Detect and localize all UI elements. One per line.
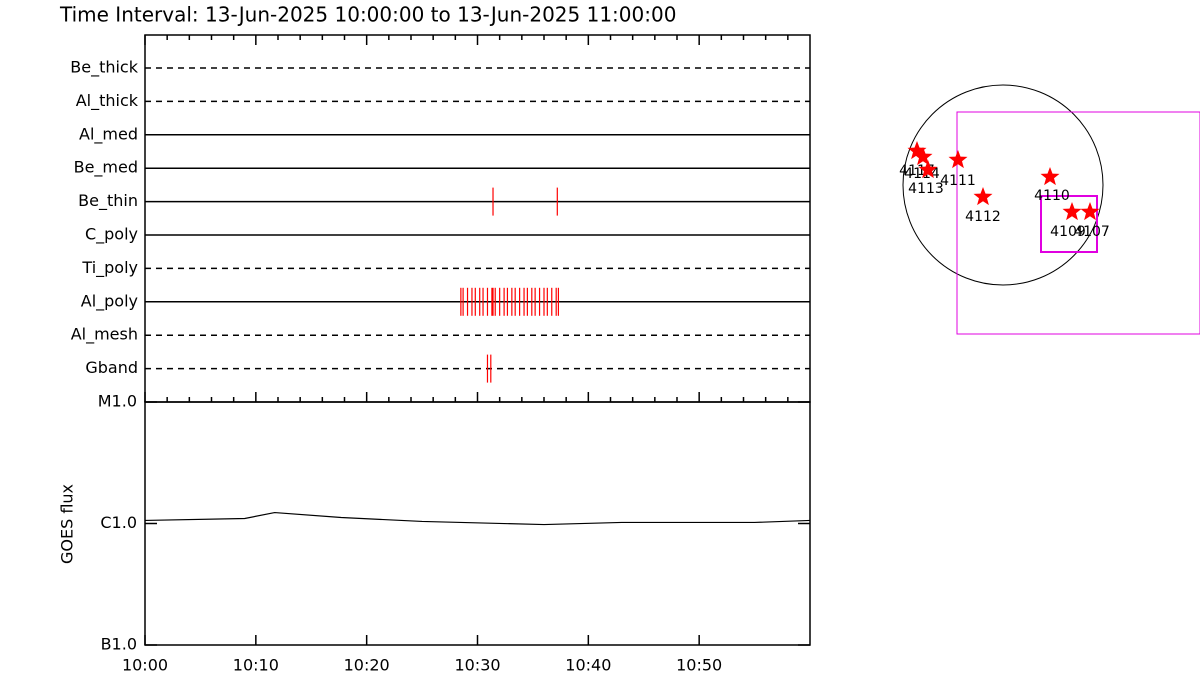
row-label: Al_thick bbox=[76, 91, 139, 111]
region-label: 4110 bbox=[1034, 188, 1070, 204]
region-star bbox=[973, 187, 993, 206]
x-tick-label: 10:40 bbox=[565, 656, 611, 675]
row-label: Al_mesh bbox=[71, 325, 138, 345]
x-tick-label: 10:50 bbox=[676, 656, 722, 675]
region-label: 4112 bbox=[965, 209, 1001, 225]
row-label: Be_thick bbox=[70, 58, 138, 78]
x-tick-label: 10:10 bbox=[233, 656, 279, 675]
region-star bbox=[907, 141, 927, 160]
region-label: 4107 bbox=[1074, 224, 1110, 240]
y-tick-label: M1.0 bbox=[98, 392, 137, 411]
row-label: Be_thin bbox=[78, 191, 138, 211]
region-star bbox=[1080, 202, 1100, 221]
region-star bbox=[913, 147, 933, 166]
region-star bbox=[918, 160, 938, 179]
y-tick-label: C1.0 bbox=[100, 513, 137, 532]
row-label: Gband bbox=[85, 358, 138, 377]
region-label: 4113 bbox=[908, 181, 944, 197]
y-axis-label: GOES flux bbox=[58, 484, 77, 564]
row-label: Al_poly bbox=[81, 291, 138, 311]
x-tick-label: 10:00 bbox=[122, 656, 168, 675]
region-star bbox=[1062, 202, 1082, 221]
solar-disk bbox=[902, 84, 1104, 286]
region-star bbox=[948, 150, 968, 169]
goes-curve bbox=[144, 511, 811, 526]
y-tick-label: B1.0 bbox=[101, 635, 137, 654]
row-label: Al_med bbox=[79, 124, 138, 144]
chart-title: Time Interval: 13-Jun-2025 10:00:00 to 1… bbox=[59, 3, 676, 27]
fov-box bbox=[956, 111, 1200, 335]
row-label: Ti_poly bbox=[81, 258, 138, 278]
row-label: Be_med bbox=[74, 158, 138, 178]
region-label: 4109 bbox=[1050, 224, 1086, 240]
x-tick-label: 10:20 bbox=[344, 656, 390, 675]
fov-box bbox=[1040, 195, 1098, 253]
region-star bbox=[1040, 167, 1060, 186]
row-label: C_poly bbox=[85, 225, 138, 245]
region-label: 4111 bbox=[940, 173, 976, 189]
x-tick-label: 10:30 bbox=[454, 656, 500, 675]
